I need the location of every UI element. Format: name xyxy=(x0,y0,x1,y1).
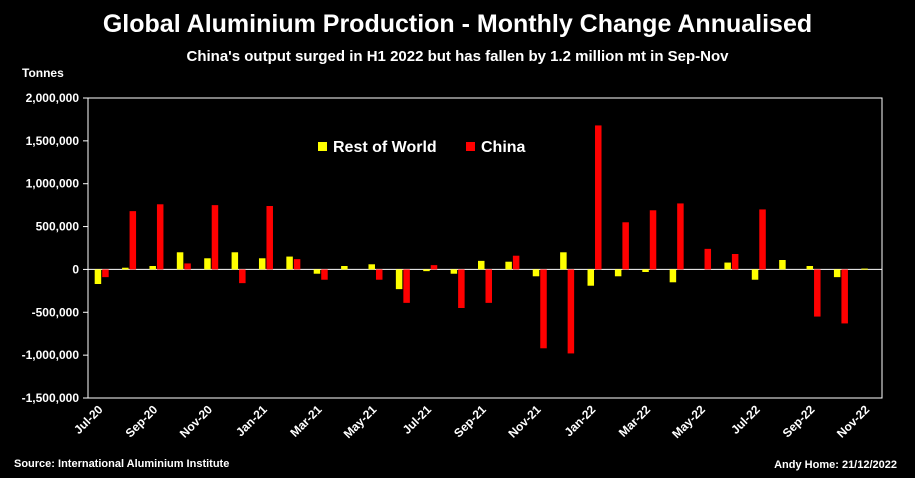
china-bar-nov-20 xyxy=(211,205,219,270)
china-bar-apr-22 xyxy=(677,203,684,270)
x-tick-label: Jan-22 xyxy=(562,402,599,439)
rest-of-world-bar-jan-21 xyxy=(258,258,266,270)
author-credit: Andy Home: 21/12/2022 xyxy=(774,459,897,471)
rest-of-world-bar-nov-21 xyxy=(532,269,540,277)
legend-label: China xyxy=(481,139,526,156)
rest-of-world-bar-mar-22 xyxy=(642,269,649,272)
china-bar-nov-21 xyxy=(540,269,547,349)
china-bar-sep-22 xyxy=(814,269,821,317)
rest-of-world-bar-sep-22 xyxy=(806,266,814,270)
rest-of-world-bar-oct-21 xyxy=(505,261,512,270)
rest-of-world-bar-apr-22 xyxy=(669,269,677,283)
x-tick-label: May-21 xyxy=(341,402,380,441)
x-tick-label: Sep-21 xyxy=(451,402,489,440)
china-bar-jun-21 xyxy=(403,269,410,303)
rest-of-world-bar-mar-21 xyxy=(313,269,321,274)
rest-of-world-bar-sep-21 xyxy=(478,260,485,270)
rest-of-world-bar-feb-22 xyxy=(614,269,622,277)
china-bar-jan-21 xyxy=(266,206,273,270)
rest-of-world-bar-jan-22 xyxy=(587,269,595,286)
y-axis-label: Tonnes xyxy=(22,66,64,80)
legend-swatch xyxy=(466,142,475,151)
rest-of-world-bar-jun-22 xyxy=(724,262,731,270)
rest-of-world-bar-feb-21 xyxy=(286,256,293,270)
rest-of-world-bar-may-21 xyxy=(368,264,375,270)
y-tick-label: 1,000,000 xyxy=(26,177,80,191)
x-tick-label: Nov-22 xyxy=(834,402,872,440)
plot-frame xyxy=(87,97,883,399)
rest-of-world-bar-jul-20 xyxy=(94,269,102,284)
rest-of-world-bar-dec-21 xyxy=(560,252,567,270)
y-tick-label: 500,000 xyxy=(36,220,80,234)
x-tick-label: Mar-22 xyxy=(616,402,653,439)
legend-swatch xyxy=(318,142,327,151)
china-bar-aug-21 xyxy=(458,269,465,308)
rest-of-world-bar-nov-20 xyxy=(204,258,211,270)
x-tick-label: Nov-21 xyxy=(505,402,543,440)
x-tick-label: Mar-21 xyxy=(287,402,324,439)
china-bar-may-21 xyxy=(375,269,383,280)
china-bar-feb-21 xyxy=(293,259,301,270)
rest-of-world-bar-aug-20 xyxy=(122,267,129,270)
china-bar-sep-20 xyxy=(156,204,164,270)
x-tick-label: Jul-21 xyxy=(400,402,435,437)
rest-of-world-bar-dec-20 xyxy=(231,252,239,270)
x-tick-label: Jul-22 xyxy=(728,402,763,437)
china-bar-mar-22 xyxy=(649,210,657,270)
y-tick-label: -1,500,000 xyxy=(22,391,80,405)
china-bar-jan-22 xyxy=(595,125,602,270)
rest-of-world-bar-jul-21 xyxy=(423,269,430,272)
rest-of-world-bar-aug-22 xyxy=(779,260,786,270)
china-bar-oct-21 xyxy=(512,255,520,270)
x-tick-label: Sep-22 xyxy=(780,402,818,440)
china-bar-may-22 xyxy=(704,248,712,270)
rest-of-world-bar-aug-21 xyxy=(450,269,458,274)
rest-of-world-bar-nov-22 xyxy=(861,268,868,270)
y-tick-label: -500,000 xyxy=(32,305,80,319)
x-tick-label: Jan-21 xyxy=(233,402,270,439)
legend-box xyxy=(300,130,554,164)
chart-title: Global Aluminium Production - Monthly Ch… xyxy=(102,10,813,38)
china-bar-feb-22 xyxy=(622,222,629,270)
china-bar-sep-21 xyxy=(485,269,492,303)
china-bar-jul-20 xyxy=(102,269,109,278)
china-bar-jul-21 xyxy=(430,265,438,270)
x-tick-label: Sep-20 xyxy=(123,402,161,440)
china-bar-dec-21 xyxy=(567,269,575,354)
x-tick-label: Jul-20 xyxy=(71,402,106,437)
rest-of-world-bar-apr-21 xyxy=(341,266,348,270)
y-tick-label: 0 xyxy=(72,262,79,276)
china-bar-oct-20 xyxy=(184,263,191,270)
china-bar-dec-20 xyxy=(239,269,246,284)
rest-of-world-bar-sep-20 xyxy=(149,266,156,270)
rest-of-world-bar-oct-20 xyxy=(176,252,184,270)
chart-subtitle: China's output surged in H1 2022 but has… xyxy=(186,48,729,65)
rest-of-world-bar-oct-22 xyxy=(833,269,841,278)
y-tick-label: 1,500,000 xyxy=(26,134,80,148)
x-tick-label: Nov-20 xyxy=(177,402,215,440)
y-tick-label: 2,000,000 xyxy=(26,91,80,105)
y-tick-label: -1,000,000 xyxy=(22,348,80,362)
china-bar-jun-22 xyxy=(731,254,739,270)
china-bar-jul-22 xyxy=(759,209,766,270)
rest-of-world-bar-jul-22 xyxy=(751,269,759,280)
source-note: Source: International Aluminium Institut… xyxy=(14,458,230,470)
china-bar-aug-20 xyxy=(129,211,137,270)
china-bar-oct-22 xyxy=(841,269,848,324)
rest-of-world-bar-jun-21 xyxy=(395,269,403,290)
x-tick-label: May-22 xyxy=(669,402,708,441)
china-bar-mar-21 xyxy=(321,269,328,280)
legend-label: Rest of World xyxy=(333,139,437,156)
